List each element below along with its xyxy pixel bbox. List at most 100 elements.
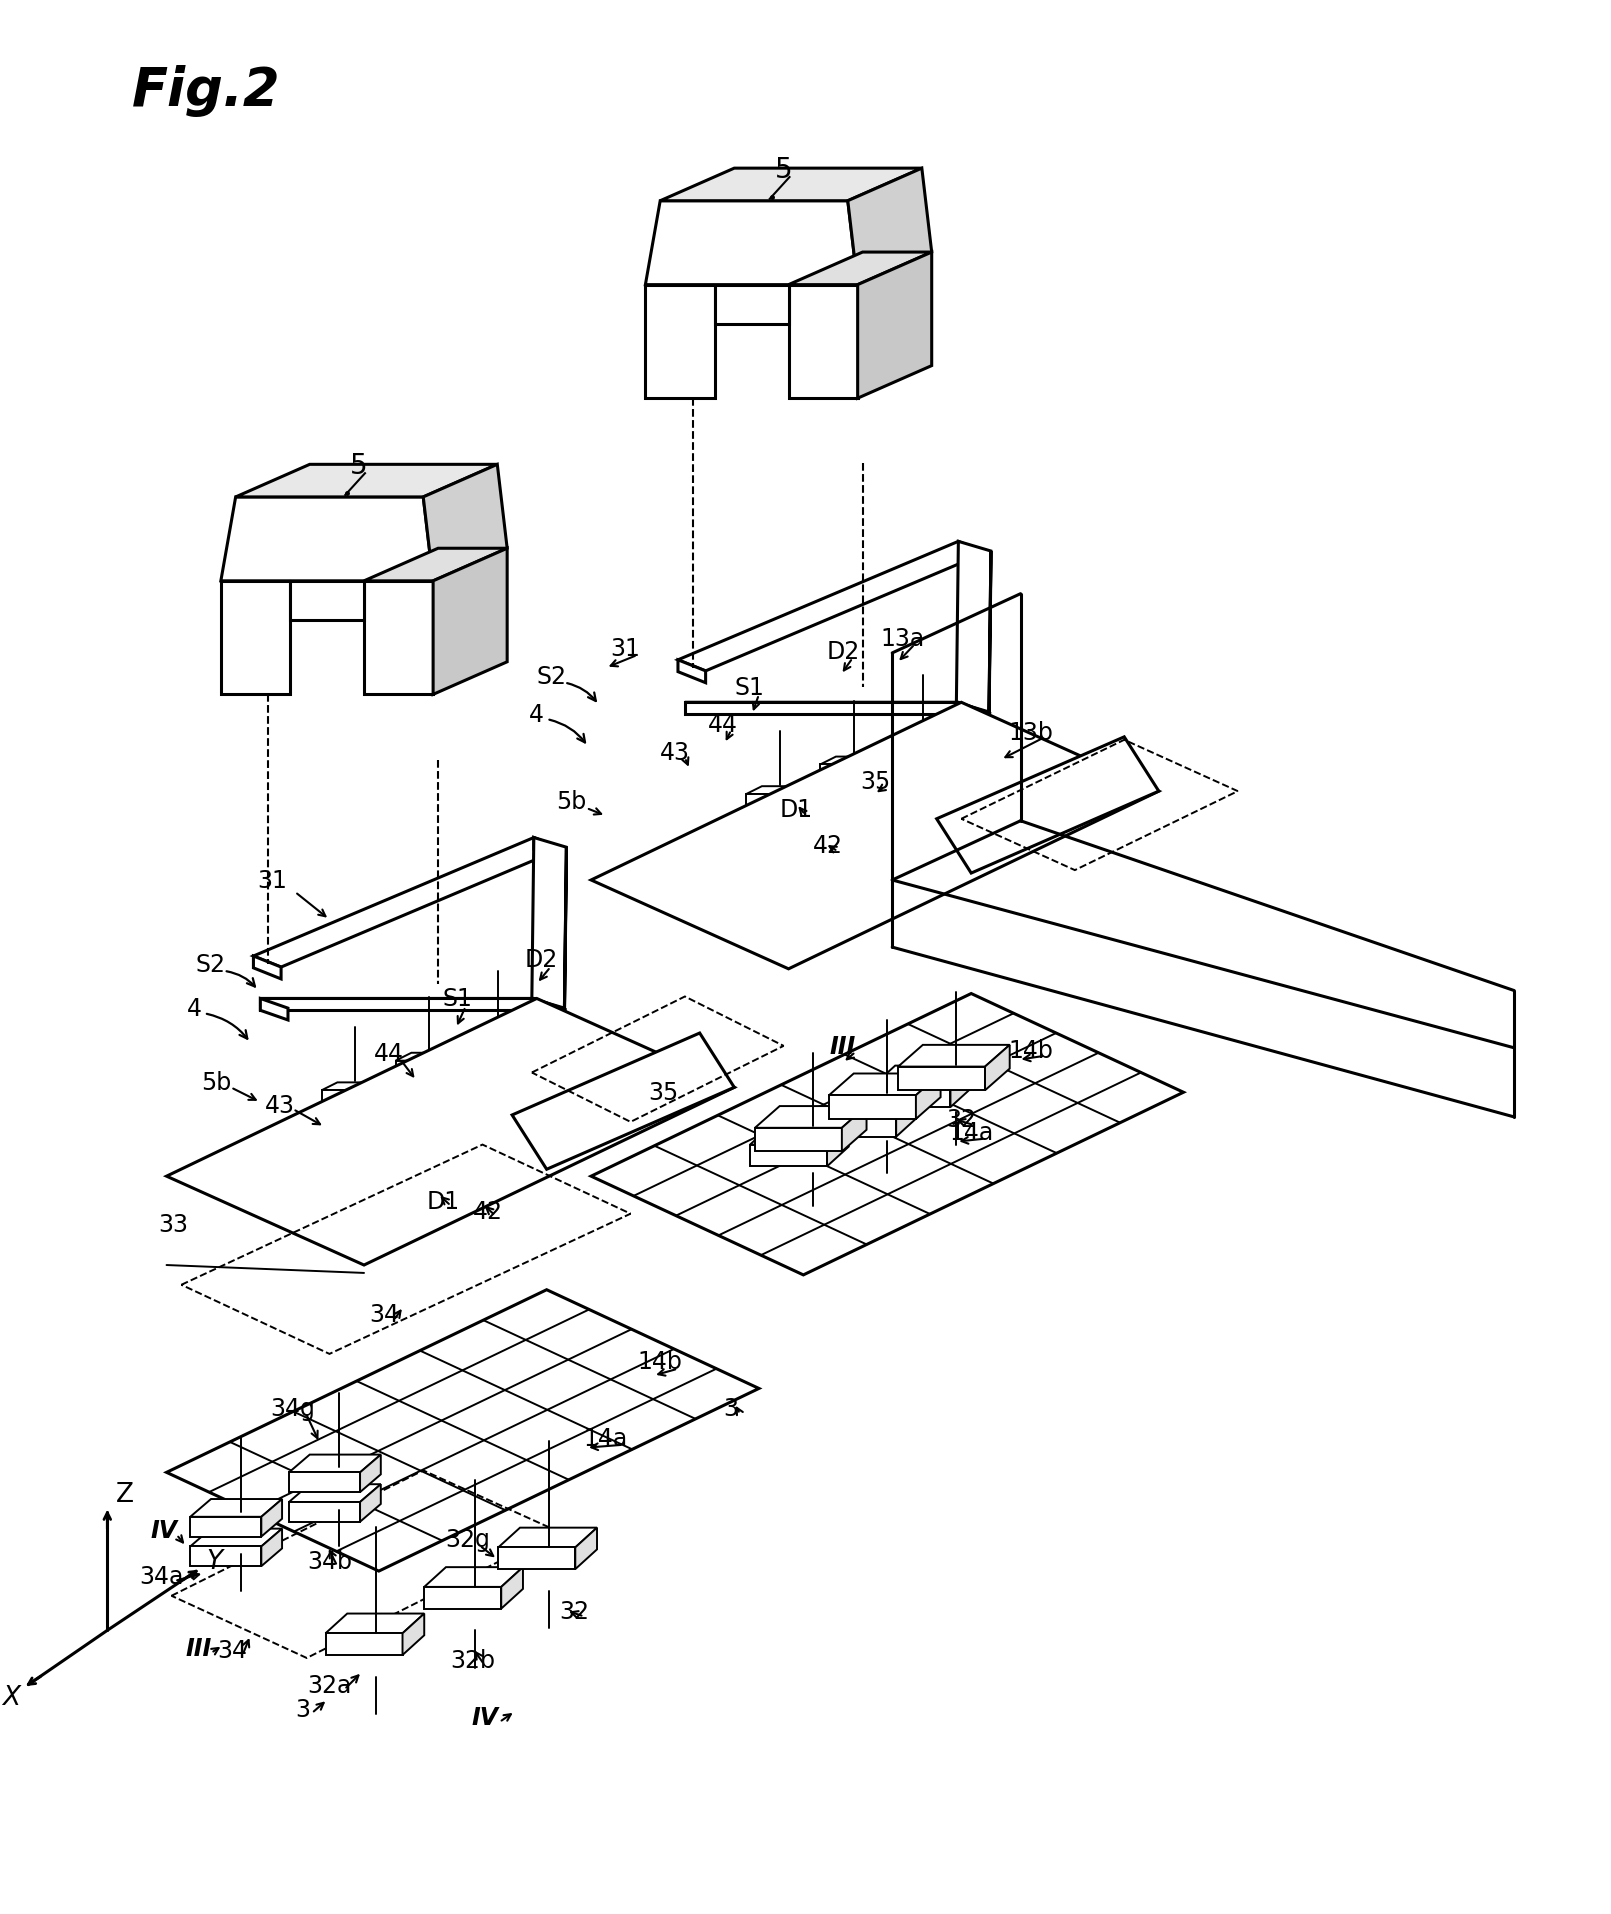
Polygon shape xyxy=(288,1485,380,1502)
Polygon shape xyxy=(393,1083,459,1091)
Polygon shape xyxy=(575,1527,598,1569)
Polygon shape xyxy=(678,660,706,683)
Polygon shape xyxy=(751,1145,826,1168)
Text: 44: 44 xyxy=(707,712,738,737)
Text: IV: IV xyxy=(472,1705,499,1730)
Polygon shape xyxy=(591,702,1158,968)
Polygon shape xyxy=(817,787,884,794)
Text: 32b: 32b xyxy=(449,1648,495,1673)
Polygon shape xyxy=(857,253,931,398)
Polygon shape xyxy=(166,1290,759,1571)
Polygon shape xyxy=(190,1547,261,1566)
Text: 35: 35 xyxy=(648,1081,678,1104)
Polygon shape xyxy=(288,1455,380,1472)
Text: 4: 4 xyxy=(187,997,201,1020)
Polygon shape xyxy=(396,1053,462,1060)
Text: D1: D1 xyxy=(427,1189,459,1213)
Text: 35: 35 xyxy=(860,769,891,794)
Polygon shape xyxy=(746,787,814,794)
Polygon shape xyxy=(261,999,533,1011)
Polygon shape xyxy=(868,787,884,817)
Polygon shape xyxy=(591,993,1184,1275)
Polygon shape xyxy=(325,1614,424,1633)
Polygon shape xyxy=(396,1060,446,1083)
Polygon shape xyxy=(743,817,810,825)
Polygon shape xyxy=(325,1633,403,1656)
Text: 31: 31 xyxy=(611,637,641,660)
Polygon shape xyxy=(820,758,888,766)
Text: Y: Y xyxy=(206,1548,222,1575)
Text: III: III xyxy=(830,1034,855,1058)
Polygon shape xyxy=(889,739,941,760)
Polygon shape xyxy=(322,1091,372,1112)
Polygon shape xyxy=(261,1529,282,1566)
Polygon shape xyxy=(364,582,433,695)
Polygon shape xyxy=(445,1083,459,1112)
Polygon shape xyxy=(743,825,794,846)
Polygon shape xyxy=(751,1125,849,1145)
Polygon shape xyxy=(371,1112,385,1143)
Polygon shape xyxy=(917,1074,941,1120)
Polygon shape xyxy=(797,787,814,817)
Polygon shape xyxy=(361,1485,380,1522)
Polygon shape xyxy=(830,1095,917,1120)
Polygon shape xyxy=(715,285,788,325)
Polygon shape xyxy=(896,1095,918,1137)
Polygon shape xyxy=(501,1568,524,1610)
Text: 14b: 14b xyxy=(638,1349,683,1372)
Polygon shape xyxy=(424,465,507,582)
Polygon shape xyxy=(818,1095,918,1116)
Polygon shape xyxy=(166,999,735,1265)
Polygon shape xyxy=(886,768,938,790)
Polygon shape xyxy=(253,838,562,968)
Text: 3: 3 xyxy=(295,1698,311,1721)
Text: 32a: 32a xyxy=(308,1673,351,1696)
Polygon shape xyxy=(872,758,888,787)
Text: D2: D2 xyxy=(525,947,559,972)
Polygon shape xyxy=(288,1472,361,1493)
Text: 44: 44 xyxy=(374,1041,404,1066)
Text: 31: 31 xyxy=(258,869,287,892)
Polygon shape xyxy=(873,1085,950,1108)
Text: 34b: 34b xyxy=(308,1550,351,1573)
Polygon shape xyxy=(756,1106,867,1127)
Polygon shape xyxy=(498,1548,575,1569)
Polygon shape xyxy=(464,1034,516,1057)
Text: D2: D2 xyxy=(826,639,860,664)
Polygon shape xyxy=(372,1083,388,1112)
Text: 13a: 13a xyxy=(880,626,925,651)
Text: 4: 4 xyxy=(530,702,545,727)
Polygon shape xyxy=(512,1057,528,1085)
Polygon shape xyxy=(288,1502,361,1522)
Polygon shape xyxy=(941,731,957,760)
Text: 34g: 34g xyxy=(271,1397,316,1420)
Polygon shape xyxy=(424,1587,501,1610)
Polygon shape xyxy=(261,999,288,1020)
Polygon shape xyxy=(899,1045,1010,1066)
Polygon shape xyxy=(253,957,280,980)
Polygon shape xyxy=(989,551,991,723)
Polygon shape xyxy=(512,1034,735,1169)
Polygon shape xyxy=(678,542,986,672)
Polygon shape xyxy=(462,1057,528,1064)
Polygon shape xyxy=(788,285,857,398)
Polygon shape xyxy=(433,549,507,695)
Text: 13b: 13b xyxy=(1008,720,1054,745)
Polygon shape xyxy=(190,1499,282,1518)
Polygon shape xyxy=(498,1527,598,1548)
Polygon shape xyxy=(886,760,954,768)
Polygon shape xyxy=(190,1529,282,1547)
Text: S2: S2 xyxy=(536,664,567,689)
Text: IV: IV xyxy=(150,1518,177,1543)
Polygon shape xyxy=(950,1066,971,1108)
Polygon shape xyxy=(794,817,810,846)
Text: 5b: 5b xyxy=(201,1070,230,1095)
Polygon shape xyxy=(446,1053,462,1083)
Polygon shape xyxy=(843,1106,867,1152)
Polygon shape xyxy=(847,168,931,285)
Polygon shape xyxy=(899,1066,984,1091)
Polygon shape xyxy=(464,1026,532,1034)
Polygon shape xyxy=(889,731,957,739)
Text: 33: 33 xyxy=(158,1212,188,1236)
Polygon shape xyxy=(938,760,954,790)
